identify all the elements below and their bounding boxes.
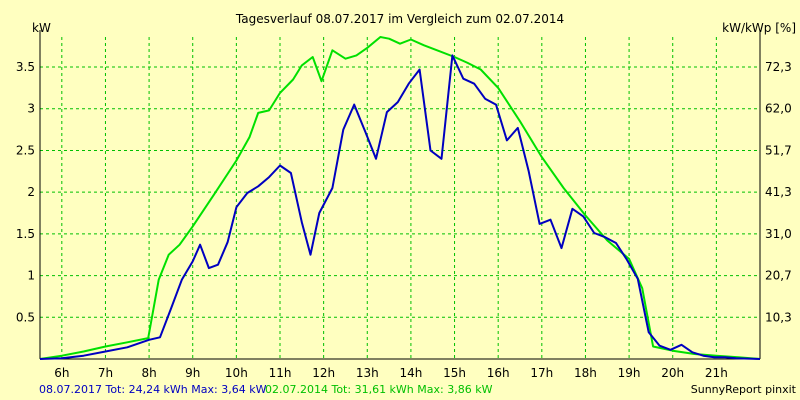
x-tick-label-11: 17h (530, 366, 553, 380)
x-tick-label-14: 20h (661, 366, 684, 380)
y-tick-label-left-2: 1.5 (16, 227, 35, 241)
y-tick-label-right-3: 41,3 (765, 185, 792, 199)
y-axis-label-left: kW (32, 21, 51, 35)
y-tick-label-left-1: 1 (27, 269, 35, 283)
x-tick-label-12: 18h (574, 366, 597, 380)
series-line-2 (39, 36, 761, 360)
y-tick-label-right-1: 20,7 (765, 269, 792, 283)
x-tick-label-9: 15h (443, 366, 466, 380)
y-tick-labels-left: 0.5 1 1.5 2 2.5 3 3.5 (16, 60, 35, 324)
y-axis-label-right: kW/kWp [%] (722, 21, 796, 35)
x-tick-label-4: 10h (225, 366, 248, 380)
legend-series-1: 08.07.2017 Tot: 24,24 kWh Max: 3,64 kW (39, 383, 267, 396)
legend-series-2: 02.07.2014 Tot: 31,61 kWh Max: 3,86 kW (265, 383, 493, 396)
x-tick-label-3: 9h (185, 366, 200, 380)
y-tick-label-right-4: 51,7 (765, 143, 792, 157)
x-tick-label-8: 14h (399, 366, 422, 380)
y-tick-labels-right: 10,3 20,7 31,0 41,3 51,7 62,0 72,3 (765, 60, 792, 324)
series-lines (39, 36, 761, 360)
y-tick-label-left-6: 3.5 (16, 60, 35, 74)
x-tick-label-10: 16h (487, 366, 510, 380)
x-tick-label-15: 21h (705, 366, 728, 380)
y-tick-label-left-3: 2 (27, 185, 35, 199)
y-tick-label-left-0: 0.5 (16, 310, 35, 324)
y-tick-label-right-2: 31,0 (765, 227, 792, 241)
footer-credit: SunnyReport pinxit (691, 383, 797, 396)
x-tick-labels: 6h 7h 8h 9h 10h 11h 12h 13h 14h 15h 16h 17h 18h 19h 20… (54, 366, 728, 380)
x-tick-label-1: 7h (98, 366, 113, 380)
axes (39, 30, 761, 360)
y-tick-label-right-0: 10,3 (765, 310, 792, 324)
y-tick-label-right-6: 72,3 (765, 60, 792, 74)
y-tick-label-left-4: 2.5 (16, 143, 35, 157)
y-tick-label-right-5: 62,0 (765, 102, 792, 116)
chart-title: Tagesverlauf 08.07.2017 im Vergleich zum… (235, 12, 564, 26)
y-tick-label-left-5: 3 (27, 102, 35, 116)
x-tick-label-7: 13h (356, 366, 379, 380)
x-tick-label-6: 12h (312, 366, 335, 380)
series-line-1 (39, 54, 761, 360)
x-tick-label-2: 8h (141, 366, 156, 380)
x-tick-label-5: 11h (269, 366, 292, 380)
x-tick-label-0: 6h (54, 366, 69, 380)
x-tick-label-13: 19h (618, 366, 641, 380)
